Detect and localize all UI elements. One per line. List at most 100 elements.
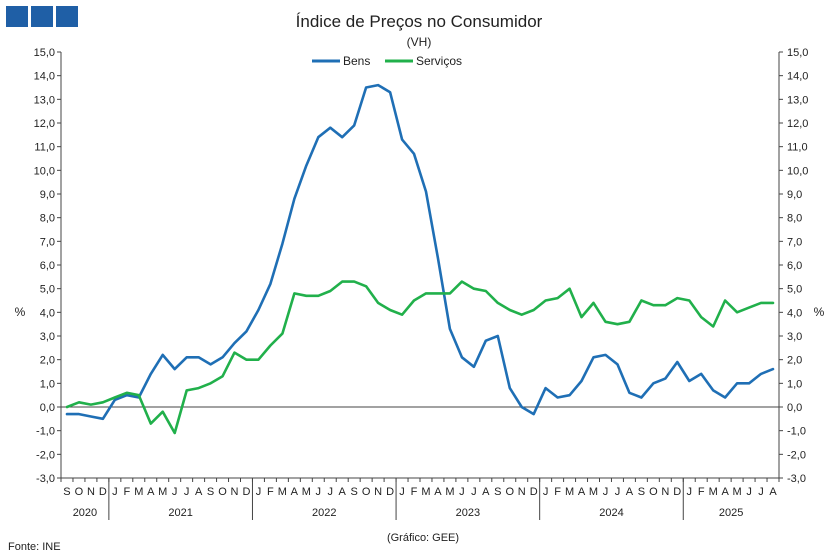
x-month-label: N [661,486,669,498]
y-tick-label-left: 3,0 [40,331,55,343]
x-month-label: J [543,486,549,498]
legend: Bens Serviços [312,54,462,68]
x-month-label: S [207,486,214,498]
x-month-label: J [112,486,118,498]
y-tick-label-left: 11,0 [34,142,55,154]
x-month-label: N [87,486,95,498]
x-month-label: J [316,486,322,498]
x-month-label: M [733,486,742,498]
y-tick-label-right: 5,0 [787,284,802,296]
y-tick-label-left: -2,0 [36,449,55,461]
x-month-label: D [530,486,538,498]
x-month-label: J [172,486,178,498]
x-month-label: S [351,486,358,498]
y-tick-label-right: 1,0 [787,378,802,390]
y-tick-label-left: 14,0 [34,71,55,83]
x-month-label: J [399,486,405,498]
x-month-label: J [758,486,764,498]
x-month-label: J [603,486,609,498]
y-axis-right-label: % [814,305,825,319]
x-year-label: 2021 [168,507,192,519]
x-month-label: A [578,486,586,498]
x-month-label: M [589,486,598,498]
x-month-label: A [339,486,347,498]
legend-label-bens: Bens [343,54,370,68]
y-tick-label-left: 2,0 [40,355,55,367]
y-tick-label-right: 0,0 [787,402,802,414]
y-tick-label-left: 15,0 [34,47,55,59]
x-month-label: J [746,486,752,498]
y-tick-label-right: 12,0 [787,118,808,130]
y-tick-label-right: 7,0 [787,236,802,248]
x-month-label: J [687,486,693,498]
x-month-label: M [134,486,143,498]
y-tick-label-right: -2,0 [787,449,806,461]
x-month-label: M [421,486,430,498]
x-month-label: J [615,486,621,498]
y-tick-label-right: 9,0 [787,189,802,201]
y-tick-label-left: 7,0 [40,236,55,248]
x-month-label: O [505,486,514,498]
y-tick-label-right: 14,0 [787,71,808,83]
chart-subtitle: (VH) [407,35,432,49]
x-month-label: A [482,486,490,498]
x-month-label: F [411,486,418,498]
y-tick-label-left: 1,0 [40,378,55,390]
x-month-label: D [386,486,394,498]
series-line-servicos [65,280,775,435]
x-year-label: 2023 [456,507,480,519]
x-year-label: 2024 [599,507,623,519]
x-month-label: J [256,486,262,498]
y-tick-label-left: 13,0 [34,94,55,106]
x-month-label: S [494,486,501,498]
y-tick-label-left: 4,0 [40,307,55,319]
x-month-label: A [434,486,442,498]
x-month-label: O [75,486,84,498]
x-month-label: D [99,486,107,498]
y-tick-label-right: -1,0 [787,426,806,438]
y-tick-label-left: 6,0 [40,260,55,272]
y-tick-label-right: 8,0 [787,213,802,225]
x-month-label: M [709,486,718,498]
series-line-bens [65,83,775,421]
chart-title: Índice de Preços no Consumidor [296,12,543,31]
y-tick-label-left: 8,0 [40,213,55,225]
y-tick-label-left: 0,0 [40,402,55,414]
x-month-label: D [243,486,251,498]
x-month-label: S [638,486,645,498]
x-month-label: A [626,486,634,498]
x-month-label: N [374,486,382,498]
y-tick-label-right: -3,0 [787,473,806,485]
x-month-label: J [184,486,190,498]
y-tick-label-left: -1,0 [36,426,55,438]
x-month-label: A [769,486,777,498]
y-tick-label-right: 4,0 [787,307,802,319]
y-tick-label-left: 10,0 [34,165,55,177]
ine-logo-icon [6,6,78,27]
x-month-label: M [565,486,574,498]
chart-credit: (Gráfico: GEE) [387,532,459,544]
x-month-label: M [302,486,311,498]
x-month-label: F [123,486,130,498]
y-tick-label-left: -3,0 [36,473,55,485]
y-tick-label-right: 11,0 [787,142,808,154]
y-tick-label-left: 9,0 [40,189,55,201]
x-month-label: N [518,486,526,498]
y-tick-label-left: 5,0 [40,284,55,296]
x-month-label: A [721,486,729,498]
y-tick-label-right: 15,0 [787,47,808,59]
x-month-label: D [673,486,681,498]
y-tick-label-right: 6,0 [787,260,802,272]
legend-label-servicos: Serviços [416,54,462,68]
x-month-label: O [218,486,227,498]
y-tick-label-right: 10,0 [787,165,808,177]
source-note: Fonte: INE [8,541,61,553]
x-month-label: J [328,486,334,498]
x-month-label: F [698,486,705,498]
x-month-label: M [445,486,454,498]
x-month-label: O [362,486,371,498]
x-month-label: A [195,486,203,498]
y-tick-label-left: 12,0 [34,118,55,130]
x-month-label: A [291,486,299,498]
